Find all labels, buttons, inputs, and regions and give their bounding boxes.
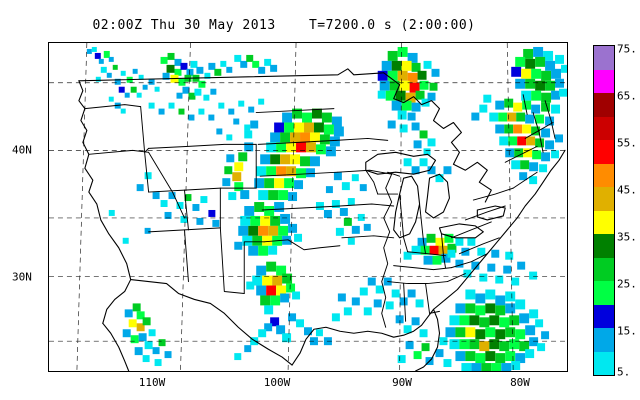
colorbar-band-30 — [594, 257, 614, 281]
gulf-coast — [291, 308, 435, 366]
colorbar-band-75 — [594, 46, 614, 70]
xtick-label-90w: 90W — [392, 376, 412, 389]
colorbar-band-25 — [594, 281, 614, 305]
lake-huron — [424, 173, 451, 219]
colorbar-band-50 — [594, 163, 614, 187]
reflectivity-region-oklahoma-texas — [246, 261, 301, 315]
florida-coast — [415, 308, 441, 371]
state-borders — [84, 94, 556, 328]
lake-michigan — [393, 175, 421, 239]
colorbar-label-65: 65. — [617, 89, 637, 103]
xtick-label-80w: 80W — [510, 376, 530, 389]
reflectivity-region-mid-south — [315, 172, 371, 245]
us-canada-border — [78, 68, 385, 82]
colorbar-label-35: 35. — [617, 230, 637, 244]
reflectivity-region-upper-midwest-west — [234, 54, 278, 74]
colorbar-band-10 — [594, 351, 614, 375]
reflectivity-region-southeast-atlantic — [435, 289, 550, 371]
colorbar-label-25: 25. — [617, 277, 637, 291]
reflectivity-region-northeast — [471, 46, 567, 185]
reflectivity-region-carolinas — [447, 247, 538, 286]
lake-ontario — [476, 205, 506, 221]
reflectivity-region-west-texas — [122, 303, 172, 367]
map-canvas — [49, 43, 567, 371]
xtick-label-100w: 100W — [263, 376, 291, 389]
reflectivity-region-great-basin — [108, 172, 220, 244]
us-mexico-border — [130, 279, 293, 366]
colorbar-label-45: 45. — [617, 183, 637, 197]
lake-superior — [365, 151, 437, 175]
map-outlines — [78, 68, 566, 371]
colorbar-band-35 — [594, 234, 614, 258]
colorbar-band-45 — [594, 187, 614, 211]
colorbar-band-65 — [594, 93, 614, 117]
colorbar-label-5: 5. — [617, 365, 631, 379]
reflectivity-region-florida — [331, 277, 434, 366]
pacific-coast — [78, 80, 132, 324]
colorbar-band-70 — [594, 69, 614, 93]
colorbar-band-20 — [594, 304, 614, 328]
colorbar-band-55 — [594, 140, 614, 164]
colorbar — [593, 45, 615, 376]
xtick-label-110w: 110W — [138, 376, 166, 389]
atlantic-coast — [432, 149, 566, 310]
reflectivity-region-minnesota-wisconsin — [377, 46, 440, 156]
plot-title: 02:00Z Thu 30 May 2013 T=7200.0 s (2:00:… — [92, 18, 476, 33]
ytick-label-40n: 40N — [12, 143, 32, 157]
colorbar-label-55: 55. — [617, 136, 637, 150]
graticule — [49, 43, 567, 371]
colorbar-band-40 — [594, 210, 614, 234]
reflectivity-region-central-plains — [222, 108, 344, 202]
colorbar-band-15 — [594, 328, 614, 352]
lake-erie — [438, 223, 484, 239]
reflectivity-field — [86, 46, 567, 371]
colorbar-band-60 — [594, 116, 614, 140]
colorbar-label-15: 15. — [617, 324, 637, 338]
baja-coast — [102, 322, 130, 371]
ytick-label-30n: 30N — [12, 270, 32, 284]
map-plot-area — [48, 42, 568, 372]
great-lakes-border — [383, 72, 492, 203]
colorbar-label-75: 75. — [617, 42, 637, 56]
